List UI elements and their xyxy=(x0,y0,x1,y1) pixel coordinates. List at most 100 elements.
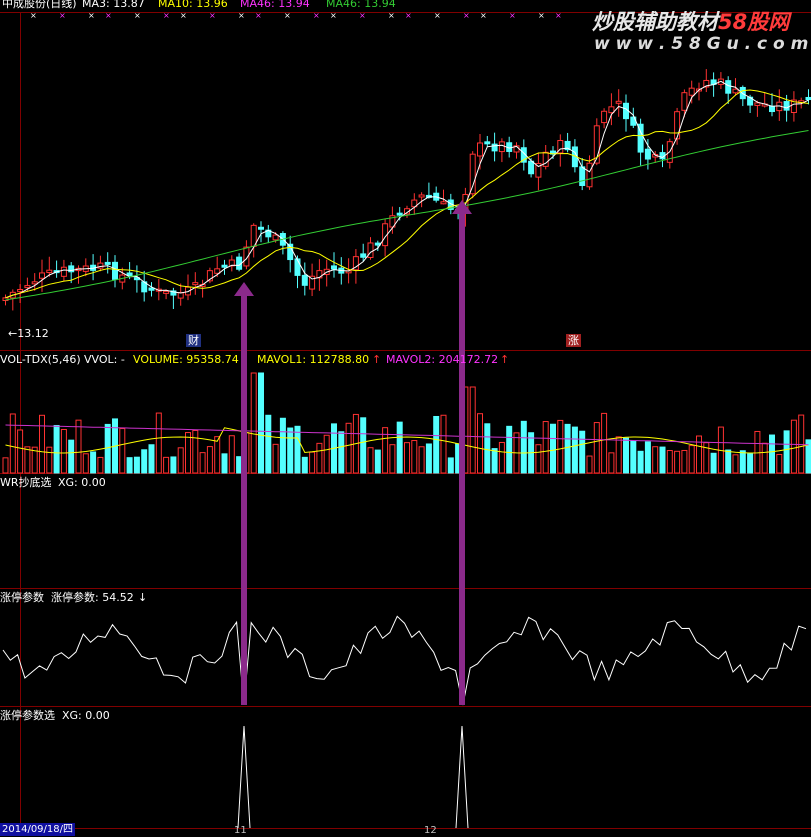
candle-body xyxy=(126,272,133,277)
candle-body xyxy=(681,92,688,111)
volume-bar xyxy=(9,413,16,474)
candle-body xyxy=(615,100,622,104)
volume-bar xyxy=(82,453,89,474)
volume-bar xyxy=(294,425,301,474)
candle-body xyxy=(294,258,301,276)
volume-bar xyxy=(477,413,483,474)
volume-bar xyxy=(710,452,717,474)
volume-bar xyxy=(192,430,199,474)
volume-bar xyxy=(425,443,432,474)
candle-body xyxy=(221,264,228,268)
volume-bar xyxy=(396,421,403,474)
volume-bar xyxy=(776,453,783,474)
volume-bar xyxy=(177,447,184,474)
volume-label: VOLUME: 95358.74 xyxy=(133,353,239,366)
zt-line xyxy=(2,615,807,706)
mavol1-label: MAVOL1: 112788.80 xyxy=(257,353,370,366)
axis-tick-1: 11 xyxy=(234,825,247,836)
candle-body xyxy=(170,290,177,296)
candle-body xyxy=(68,265,75,273)
volume-bar xyxy=(119,428,126,474)
volume-bar xyxy=(674,450,681,474)
candle-body xyxy=(601,110,608,124)
candle-body xyxy=(557,140,564,154)
volume-bar xyxy=(550,423,556,474)
volume-bar xyxy=(761,442,768,474)
volume-bar xyxy=(206,446,213,474)
signal-marker: × xyxy=(238,11,245,20)
candle-body xyxy=(754,102,761,106)
mavol1-arrow-icon: ↑ xyxy=(372,353,382,366)
candle-body xyxy=(17,289,24,293)
signal-marker: × xyxy=(105,11,112,20)
volume-bar xyxy=(535,444,542,474)
zts-xg-label: XG: 0.00 xyxy=(62,709,110,722)
volume-bar xyxy=(236,456,243,474)
candle-body xyxy=(24,285,31,289)
watermark-title: 炒股辅助教材58股网 xyxy=(592,10,790,34)
volume-bar xyxy=(24,446,31,474)
volume-bar xyxy=(345,422,352,474)
ma46-label-2: MA46: 13.94 xyxy=(326,0,396,10)
volume-bar xyxy=(404,442,410,474)
candle-body xyxy=(214,268,221,274)
ma46-label-1: MA46: 13.94 xyxy=(240,0,310,10)
volume-bar xyxy=(542,421,549,474)
volume-bar xyxy=(615,436,622,474)
volume-bar xyxy=(265,414,272,474)
candle-body xyxy=(272,234,279,241)
volume-bar xyxy=(68,439,75,474)
candle-body xyxy=(60,266,67,277)
volume-bar xyxy=(681,449,688,474)
candle-body xyxy=(148,287,155,291)
volume-bar xyxy=(221,453,228,474)
volume-bar xyxy=(2,457,9,474)
candle-body xyxy=(258,226,264,230)
volume-bar xyxy=(491,448,498,474)
volume-bar xyxy=(637,450,644,474)
cursor-date: 2014/09/18/四 xyxy=(0,823,76,836)
mavol2-label: MAVOL2: 204172.72 xyxy=(386,353,499,366)
signal-marker: × xyxy=(209,11,216,20)
volume-bar xyxy=(17,429,24,474)
volume-bar xyxy=(418,446,425,474)
limit-up-tag[interactable]: 涨 xyxy=(566,334,581,347)
signal-marker: × xyxy=(434,11,441,20)
volume-bar xyxy=(367,447,374,474)
volume-bar xyxy=(644,441,651,474)
candle-body xyxy=(542,151,549,167)
candle-body xyxy=(418,194,425,198)
volume-bar xyxy=(382,427,389,474)
signal-marker: × xyxy=(30,11,37,20)
volume-bar xyxy=(557,419,564,474)
volume-bar xyxy=(769,434,775,474)
candle-body xyxy=(732,88,739,94)
vol-indicator-name: VOL-TDX(5,46) xyxy=(0,353,81,366)
volume-bar xyxy=(170,456,177,474)
candle-body xyxy=(579,166,586,186)
signal-marker: × xyxy=(88,11,95,20)
ma46-line xyxy=(5,130,809,301)
stock-title: 中成股份(日线) xyxy=(2,0,77,10)
ma3-label: MA3: 13.87 xyxy=(82,0,145,10)
finance-tag[interactable]: 财 xyxy=(186,334,201,347)
volume-bar xyxy=(155,412,162,474)
vvol-label: VVOL: - xyxy=(84,353,125,366)
candle-body xyxy=(469,153,476,195)
signal-marker: × xyxy=(59,11,66,20)
watermark-url: w w w . 5 8 G u . c o m xyxy=(594,34,809,54)
zt-value-label: 涨停参数: 54.52 xyxy=(51,591,134,604)
volume-bar xyxy=(141,449,148,474)
signal-marker: × xyxy=(463,11,470,20)
zt-down-arrow-icon: ↓ xyxy=(138,591,148,604)
volume-bar xyxy=(316,442,323,474)
candle-body xyxy=(411,199,418,208)
signal-marker: × xyxy=(180,11,187,20)
volume-bar xyxy=(199,452,206,474)
volume-bar xyxy=(754,430,761,474)
candle-body xyxy=(163,290,170,294)
candle-body xyxy=(396,212,403,216)
signal-arrow-shaft xyxy=(459,210,465,705)
signal-marker: × xyxy=(509,11,516,20)
